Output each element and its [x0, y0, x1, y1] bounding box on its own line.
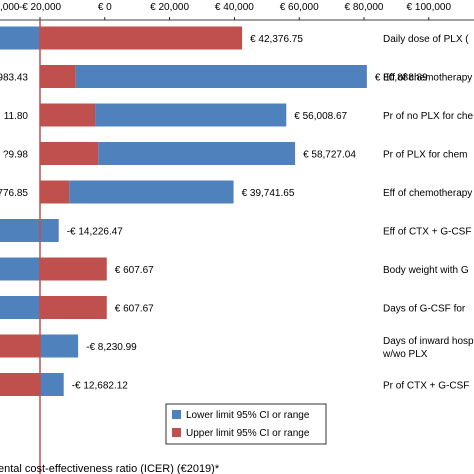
bar-left-label: 11.80 — [4, 111, 29, 122]
category-label: Days of G-CSF for — [383, 304, 466, 315]
category-label: Daily dose of PLX ( — [383, 34, 469, 45]
bar-segment-lower — [95, 103, 287, 127]
bar-segment-lower — [0, 257, 40, 281]
bar-segment-lower — [69, 180, 234, 204]
bar-segment-lower — [40, 373, 64, 396]
x-tick-label: -€ 20,000 — [19, 2, 62, 13]
x-axis-label: ental cost-effectiveness ratio (ICER) (€… — [0, 463, 220, 474]
bar-segment-lower — [40, 334, 79, 358]
x-axis-ticks: ,000 -€ 20,000 € 0 € 20,000 € 40,000 € 60,000… — [0, 2, 474, 21]
bar-segment-lower — [0, 296, 40, 319]
bar-segment-upper — [40, 257, 107, 281]
bar-value-label: € 58,727.04 — [303, 150, 356, 161]
x-tick-label: € 0 — [98, 2, 112, 13]
category-label: Eff of CTX + G-CSF — [383, 227, 471, 238]
bar-value-label: -€ 12,682.12 — [72, 381, 129, 392]
bar-value-label: € 39,741.65 — [242, 188, 295, 199]
category-label: w/wo PLX — [382, 349, 428, 360]
category-label: Eff of chemotherapy — [383, 188, 472, 199]
x-tick-label: € 80,000 — [345, 2, 384, 13]
x-tick-label-partial: ,000 — [0, 2, 20, 13]
x-tick-label: € 20,000 — [150, 2, 189, 13]
x-tick-label: € 60,000 — [280, 2, 319, 13]
value-labels: € 42,376.75 983.43 € 80,888.89 11.80 € 56,00… — [0, 34, 428, 392]
bar-segment-upper — [0, 373, 40, 396]
x-tick-label: € 100,000 — [407, 2, 452, 13]
bar-left-label: ?9.98 — [3, 150, 28, 161]
category-label: Eff of chemotherapy — [383, 73, 472, 84]
bar-value-label: € 42,376.75 — [250, 34, 303, 45]
bar-value-label: -€ 8,230.99 — [86, 342, 137, 353]
bars — [0, 26, 367, 396]
category-label: Body weight with G — [383, 265, 469, 276]
x-tick-label: € 40,000 — [215, 2, 254, 13]
bar-value-label: € 607.67 — [115, 304, 154, 315]
legend-box — [165, 403, 327, 445]
category-label: Pr of no PLX for che — [383, 111, 473, 122]
bar-value-label: € 80,888.89 — [375, 73, 428, 84]
bar-segment-upper — [40, 26, 243, 50]
bar-segment-upper — [40, 65, 76, 88]
category-label: Days of inward hosp — [383, 336, 474, 347]
legend-swatch-upper — [172, 428, 181, 437]
bar-value-label: € 607.67 — [115, 265, 154, 276]
bar-segment-upper — [40, 142, 99, 165]
bar-left-label: 983.43 — [0, 73, 28, 84]
bar-segment-upper — [40, 296, 107, 319]
category-label: Pr of CTX + G-CSF — [383, 381, 469, 392]
legend-label-lower: Lower limit 95% CI or range — [186, 410, 310, 421]
legend-swatch-lower — [172, 410, 181, 419]
bar-segment-upper — [40, 180, 70, 204]
category-label: Pr of PLX for chem — [383, 150, 467, 161]
bar-value-label: -€ 14,226.47 — [67, 227, 124, 238]
bar-value-label: € 56,008.67 — [294, 111, 347, 122]
bar-segment-upper — [40, 103, 96, 127]
bar-left-label: 776.85 — [0, 188, 28, 199]
bar-segment-lower — [75, 65, 367, 88]
bar-segment-lower — [0, 219, 59, 242]
bar-segment-upper — [0, 334, 40, 358]
legend-label-upper: Upper limit 95% CI or range — [186, 428, 310, 439]
bar-segment-lower — [0, 26, 40, 50]
bar-segment-lower — [98, 142, 296, 165]
legend: Lower limit 95% CI or range Upper limit … — [165, 403, 327, 445]
category-labels: Daily dose of PLX ( Eff of chemotherapy Pr… — [382, 34, 474, 392]
